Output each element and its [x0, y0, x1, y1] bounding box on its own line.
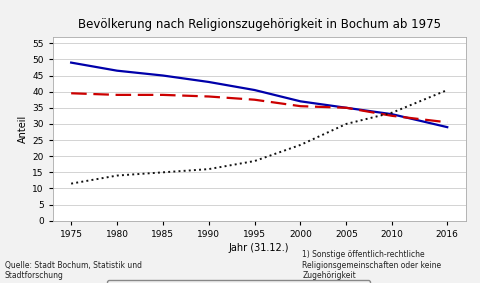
Katholisch	[206, 95, 212, 98]
Evangelisch	[206, 80, 212, 84]
Sonstige 1)	[389, 111, 395, 114]
Evangelisch	[444, 125, 450, 129]
Katholisch	[344, 106, 349, 110]
Line: Evangelisch: Evangelisch	[71, 63, 447, 127]
Katholisch	[114, 93, 120, 97]
Katholisch	[68, 92, 74, 95]
Katholisch	[252, 98, 257, 101]
Sonstige 1)	[114, 174, 120, 177]
Y-axis label: Anteil: Anteil	[18, 115, 28, 143]
Katholisch	[298, 104, 303, 108]
Evangelisch	[298, 100, 303, 103]
Text: 1) Sonstige öffentlich-rechtliche
Religionsgemeinschaften oder keine
Zugehörigke: 1) Sonstige öffentlich-rechtliche Religi…	[302, 250, 442, 280]
Line: Sonstige 1): Sonstige 1)	[71, 90, 447, 184]
Evangelisch	[344, 106, 349, 110]
Katholisch	[160, 93, 166, 97]
Katholisch	[444, 121, 450, 124]
Legend: Evangelisch, Katholisch, Sonstige 1): Evangelisch, Katholisch, Sonstige 1)	[107, 280, 370, 283]
Title: Bevölkerung nach Religionszugehörigkeit in Bochum ab 1975: Bevölkerung nach Religionszugehörigkeit …	[78, 18, 441, 31]
Katholisch	[389, 114, 395, 117]
Sonstige 1)	[206, 168, 212, 171]
Sonstige 1)	[252, 159, 257, 163]
Evangelisch	[252, 88, 257, 92]
Sonstige 1)	[160, 171, 166, 174]
Sonstige 1)	[68, 182, 74, 185]
Evangelisch	[389, 113, 395, 116]
Evangelisch	[68, 61, 74, 64]
Sonstige 1)	[444, 88, 450, 92]
Text: Quelle: Stadt Bochum, Statistik und
Stadtforschung: Quelle: Stadt Bochum, Statistik und Stad…	[5, 261, 142, 280]
Evangelisch	[114, 69, 120, 72]
Sonstige 1)	[344, 122, 349, 126]
Sonstige 1)	[298, 143, 303, 147]
Evangelisch	[160, 74, 166, 77]
Line: Katholisch: Katholisch	[71, 93, 447, 122]
X-axis label: Jahr (31.12.): Jahr (31.12.)	[229, 243, 289, 253]
